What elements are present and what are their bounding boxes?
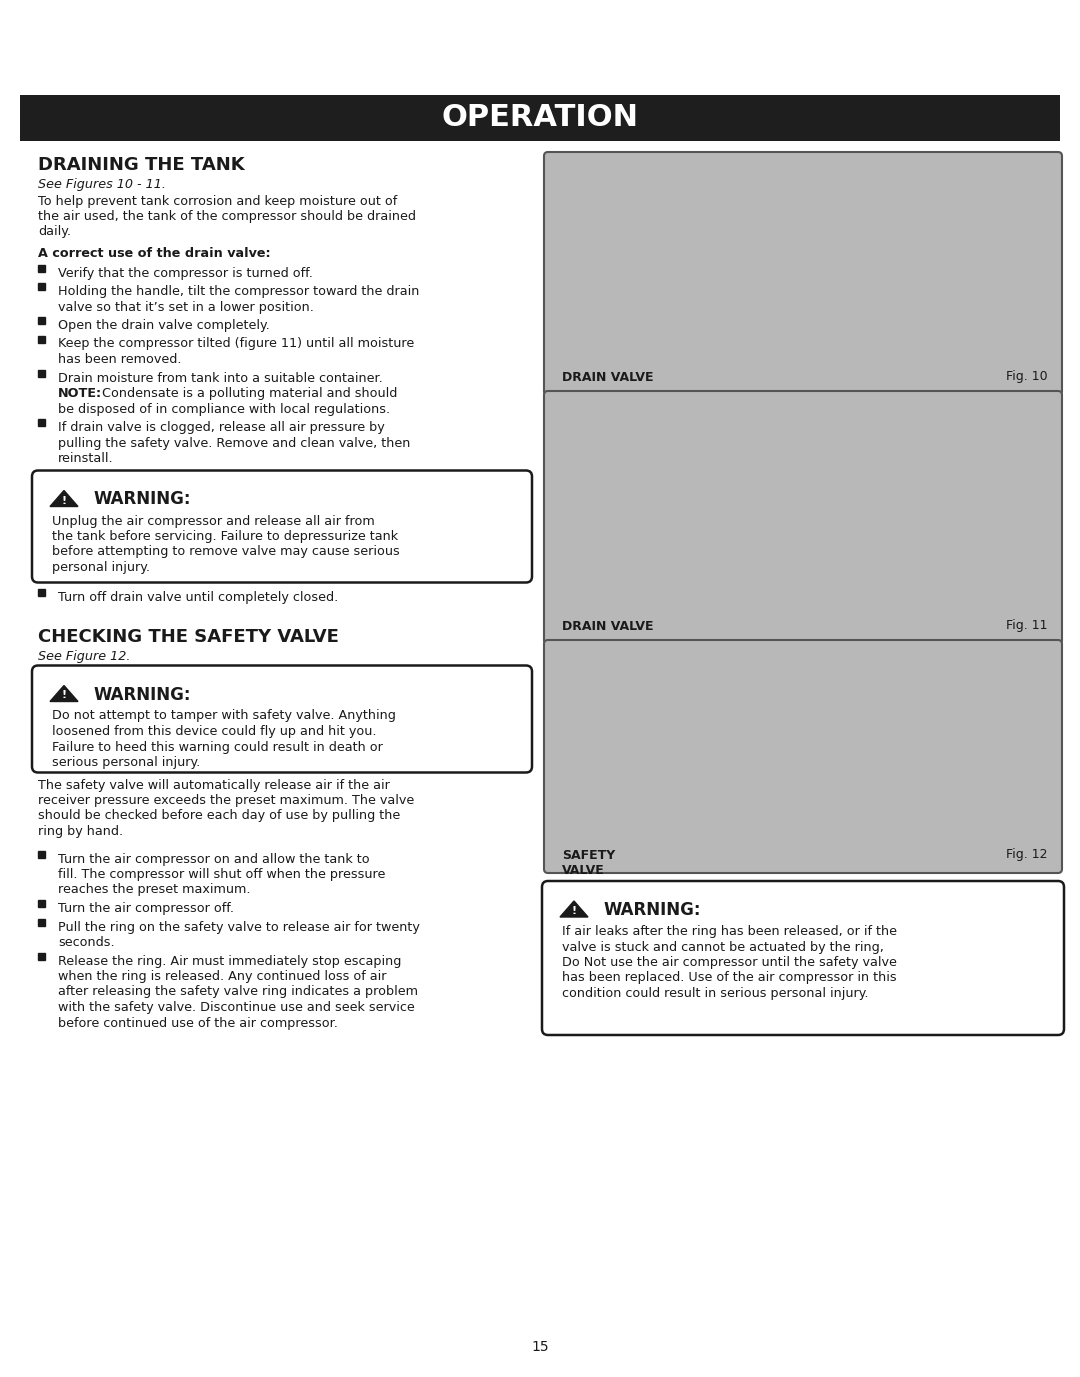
Text: seconds.: seconds. [58,936,114,949]
Text: reinstall.: reinstall. [58,452,113,465]
Text: DRAINING THE TANK: DRAINING THE TANK [38,156,245,174]
Text: DRAIN VALVE: DRAIN VALVE [562,370,653,384]
Text: be disposed of in compliance with local regulations.: be disposed of in compliance with local … [58,402,390,416]
Text: serious personal injury.: serious personal injury. [52,756,200,768]
Bar [38,336,45,343]
Bar [38,901,45,907]
Text: Fig. 10: Fig. 10 [1007,370,1048,383]
Text: Release the ring. Air must immediately stop escaping: Release the ring. Air must immediately s… [58,954,402,968]
Text: 15: 15 [531,1340,549,1354]
Text: Fig. 12: Fig. 12 [1007,848,1048,861]
FancyBboxPatch shape [542,881,1064,1036]
Text: !: ! [62,496,67,505]
Text: DRAIN VALVE: DRAIN VALVE [562,620,653,633]
Text: The safety valve will automatically release air if the air: The safety valve will automatically rele… [38,778,390,792]
Text: Open the drain valve completely.: Open the drain valve completely. [58,319,270,332]
Text: condition could result in serious personal injury.: condition could result in serious person… [562,987,868,1000]
Text: A correct use of the drain valve:: A correct use of the drain valve: [38,246,271,260]
Text: See Figure 12.: See Figure 12. [38,650,131,662]
Polygon shape [50,490,78,507]
Text: Holding the handle, tilt the compressor toward the drain: Holding the handle, tilt the compressor … [58,285,419,297]
Text: See Figures 10 - 11.: See Figures 10 - 11. [38,178,166,191]
Bar [38,918,45,925]
Bar [38,851,45,858]
Bar [38,419,45,425]
Text: Unplug the air compressor and release all air from: Unplug the air compressor and release al… [52,515,375,527]
Text: after releasing the safety valve ring indicates a problem: after releasing the safety valve ring in… [58,986,418,998]
Text: receiver pressure exceeds the preset maximum. The valve: receiver pressure exceeds the preset max… [38,795,415,807]
Text: If drain valve is clogged, release all air pressure by: If drain valve is clogged, release all a… [58,421,384,434]
Bar [38,588,45,595]
Bar [38,953,45,960]
FancyBboxPatch shape [32,665,532,772]
Text: before continued use of the air compressor.: before continued use of the air compress… [58,1016,338,1030]
FancyBboxPatch shape [32,471,532,582]
Text: Do not attempt to tamper with safety valve. Anything: Do not attempt to tamper with safety val… [52,709,396,723]
Text: Turn the air compressor off.: Turn the air compressor off. [58,902,234,914]
Text: WARNING:: WARNING: [94,686,191,704]
Text: Drain moisture from tank into a suitable container.: Drain moisture from tank into a suitable… [58,372,382,384]
Text: WARNING:: WARNING: [604,901,702,918]
Bar [38,317,45,324]
Text: has been replaced. Use of the air compressor in this: has been replaced. Use of the air compre… [562,972,896,985]
FancyBboxPatch shape [544,151,1062,395]
FancyBboxPatch shape [544,391,1062,644]
Text: !: ! [62,690,67,701]
Text: ring by hand.: ring by hand. [38,825,123,839]
Text: the air used, the tank of the compressor should be drained: the air used, the tank of the compressor… [38,211,416,223]
Text: !: ! [571,906,577,916]
Text: Fig. 11: Fig. 11 [1007,620,1048,632]
Text: when the ring is released. Any continued loss of air: when the ring is released. Any continued… [58,969,387,983]
Text: daily.: daily. [38,226,71,238]
Text: Failure to heed this warning could result in death or: Failure to heed this warning could resul… [52,741,383,753]
Text: Do Not use the air compressor until the safety valve: Do Not use the air compressor until the … [562,956,896,969]
Text: pulling the safety valve. Remove and clean valve, then: pulling the safety valve. Remove and cle… [58,437,410,449]
Text: OPERATION: OPERATION [442,103,638,132]
Text: loosened from this device could fly up and hit you.: loosened from this device could fly up a… [52,726,377,738]
Text: personal injury.: personal injury. [52,560,150,574]
Text: VALVE: VALVE [562,865,605,877]
Bar [38,284,45,291]
Text: before attempting to remove valve may cause serious: before attempting to remove valve may ca… [52,545,400,559]
Polygon shape [50,686,78,701]
Text: Condensate is a polluting material and should: Condensate is a polluting material and s… [98,387,397,399]
Bar [21,95,1059,140]
Text: the tank before servicing. Failure to depressurize tank: the tank before servicing. Failure to de… [52,530,399,543]
Bar [38,264,45,271]
Text: NOTE:: NOTE: [58,387,103,399]
Text: valve so that it’s set in a lower position.: valve so that it’s set in a lower positi… [58,300,314,314]
Text: Pull the ring on the safety valve to release air for twenty: Pull the ring on the safety valve to rel… [58,920,420,934]
Text: fill. The compressor will shut off when the pressure: fill. The compressor will shut off when … [58,868,386,881]
Text: Turn the air compressor on and allow the tank to: Turn the air compressor on and allow the… [58,852,369,866]
Text: with the safety valve. Discontinue use and seek service: with the safety valve. Discontinue use a… [58,1001,415,1013]
Text: To help prevent tank corrosion and keep moisture out of: To help prevent tank corrosion and keep … [38,194,397,208]
Text: valve is stuck and cannot be actuated by the ring,: valve is stuck and cannot be actuated by… [562,940,883,953]
Text: If air leaks after the ring has been released, or if the: If air leaks after the ring has been rel… [562,925,897,938]
Text: WARNING:: WARNING: [94,490,191,508]
Text: CHECKING THE SAFETY VALVE: CHECKING THE SAFETY VALVE [38,628,339,646]
Text: reaches the preset maximum.: reaches the preset maximum. [58,884,251,896]
Text: has been removed.: has been removed. [58,353,181,366]
Text: Verify that the compressor is turned off.: Verify that the compressor is turned off… [58,267,313,280]
Bar [38,369,45,376]
Text: Keep the compressor tilted (figure 11) until all moisture: Keep the compressor tilted (figure 11) u… [58,337,415,351]
FancyBboxPatch shape [544,640,1062,873]
Text: Turn off drain valve until completely closed.: Turn off drain valve until completely cl… [58,591,338,603]
Polygon shape [561,901,588,917]
Text: should be checked before each day of use by pulling the: should be checked before each day of use… [38,810,401,822]
Text: SAFETY: SAFETY [562,850,616,862]
